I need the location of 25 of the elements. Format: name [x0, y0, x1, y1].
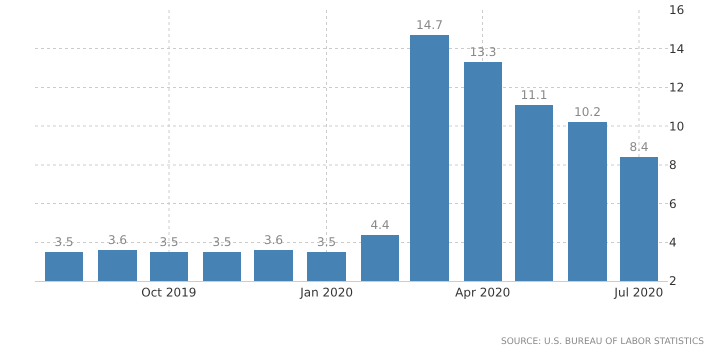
- data-label: 10.2: [574, 105, 601, 119]
- y-tick-label: 2: [669, 274, 677, 288]
- y-tick-label: 14: [669, 42, 684, 56]
- x-tick-label: Jan 2020: [299, 285, 354, 300]
- data-label: 8.4: [629, 140, 649, 154]
- data-label: 4.4: [370, 218, 390, 232]
- data-label: 3.6: [264, 233, 284, 247]
- data-label: 3.5: [212, 235, 232, 249]
- data-label: 3.6: [108, 233, 128, 247]
- data-label: 14.7: [416, 18, 443, 32]
- y-tick-label: 8: [669, 158, 677, 172]
- source-note: SOURCE: U.S. BUREAU OF LABOR STATISTICS: [501, 337, 704, 347]
- data-label: 11.1: [520, 88, 548, 102]
- y-tick-label: 12: [669, 80, 684, 95]
- y-tick-label: 16: [669, 3, 684, 18]
- y-tick-label: 4: [669, 235, 677, 250]
- y-tick-label: 10: [669, 119, 684, 134]
- x-tick-label: Oct 2019: [141, 285, 196, 300]
- data-label: 13.3: [470, 45, 496, 59]
- data-label: 3.5: [54, 235, 74, 249]
- data-label: 3.5: [159, 235, 179, 249]
- y-tick-label: 6: [669, 196, 677, 211]
- x-tick-label: Jul 2020: [613, 285, 664, 300]
- x-tick-label: Apr 2020: [455, 285, 510, 300]
- data-label: 3.5: [316, 235, 336, 249]
